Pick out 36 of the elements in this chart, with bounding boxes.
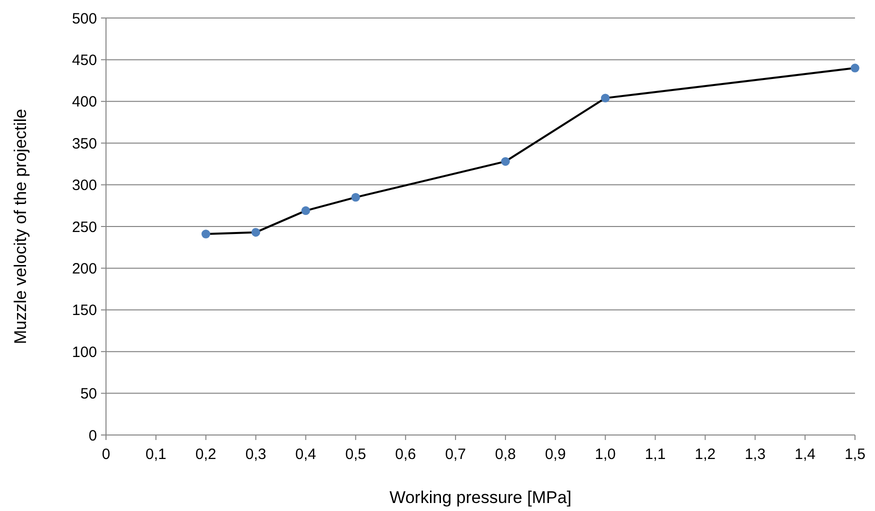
y-tick-label: 150 (72, 302, 97, 320)
y-tick-label: 400 (72, 94, 97, 111)
x-tick-label: 1,2 (694, 446, 716, 463)
x-tick-label: 0,8 (495, 446, 516, 463)
x-tick-label: 0,1 (146, 446, 166, 463)
y-tick-label: 300 (72, 177, 97, 194)
x-axis-title: Working pressure [MPa] (389, 488, 572, 507)
y-tick-label: 250 (72, 218, 97, 236)
x-tick-label: 1,0 (594, 446, 616, 463)
x-tick-label: 1,3 (744, 446, 766, 463)
y-tick-label: 200 (72, 260, 97, 278)
x-tick-label: 0,5 (345, 446, 366, 463)
x-tick-label: 1,1 (644, 446, 666, 463)
y-tick-label: 500 (72, 10, 97, 28)
y-tick-label: 450 (72, 52, 97, 69)
point (301, 206, 310, 216)
x-tick-label: 0,3 (245, 446, 266, 463)
point (600, 94, 610, 102)
x-tick-label: 0,7 (445, 446, 466, 463)
y-tick-label: 350 (72, 135, 97, 152)
point (850, 64, 860, 72)
x-tick-label: 0,4 (295, 446, 316, 463)
x-tick-label: 0,9 (544, 446, 566, 463)
point (201, 230, 210, 238)
x-tick-label: 0,6 (395, 446, 416, 463)
x-tick-label: 0 (102, 446, 110, 463)
point (351, 192, 360, 202)
y-tick-label: 100 (72, 344, 97, 361)
x-tick-label: 1,4 (794, 446, 816, 463)
y-axis-title: Muzzle velocity of the projectile (11, 108, 30, 344)
y-tick-label: 0 (88, 427, 97, 444)
y-tick-label: 50 (80, 386, 97, 403)
point (501, 157, 510, 166)
point (251, 228, 260, 237)
x-tick-label: 1,5 (844, 446, 866, 463)
x-tick-label: 0,2 (195, 446, 216, 463)
